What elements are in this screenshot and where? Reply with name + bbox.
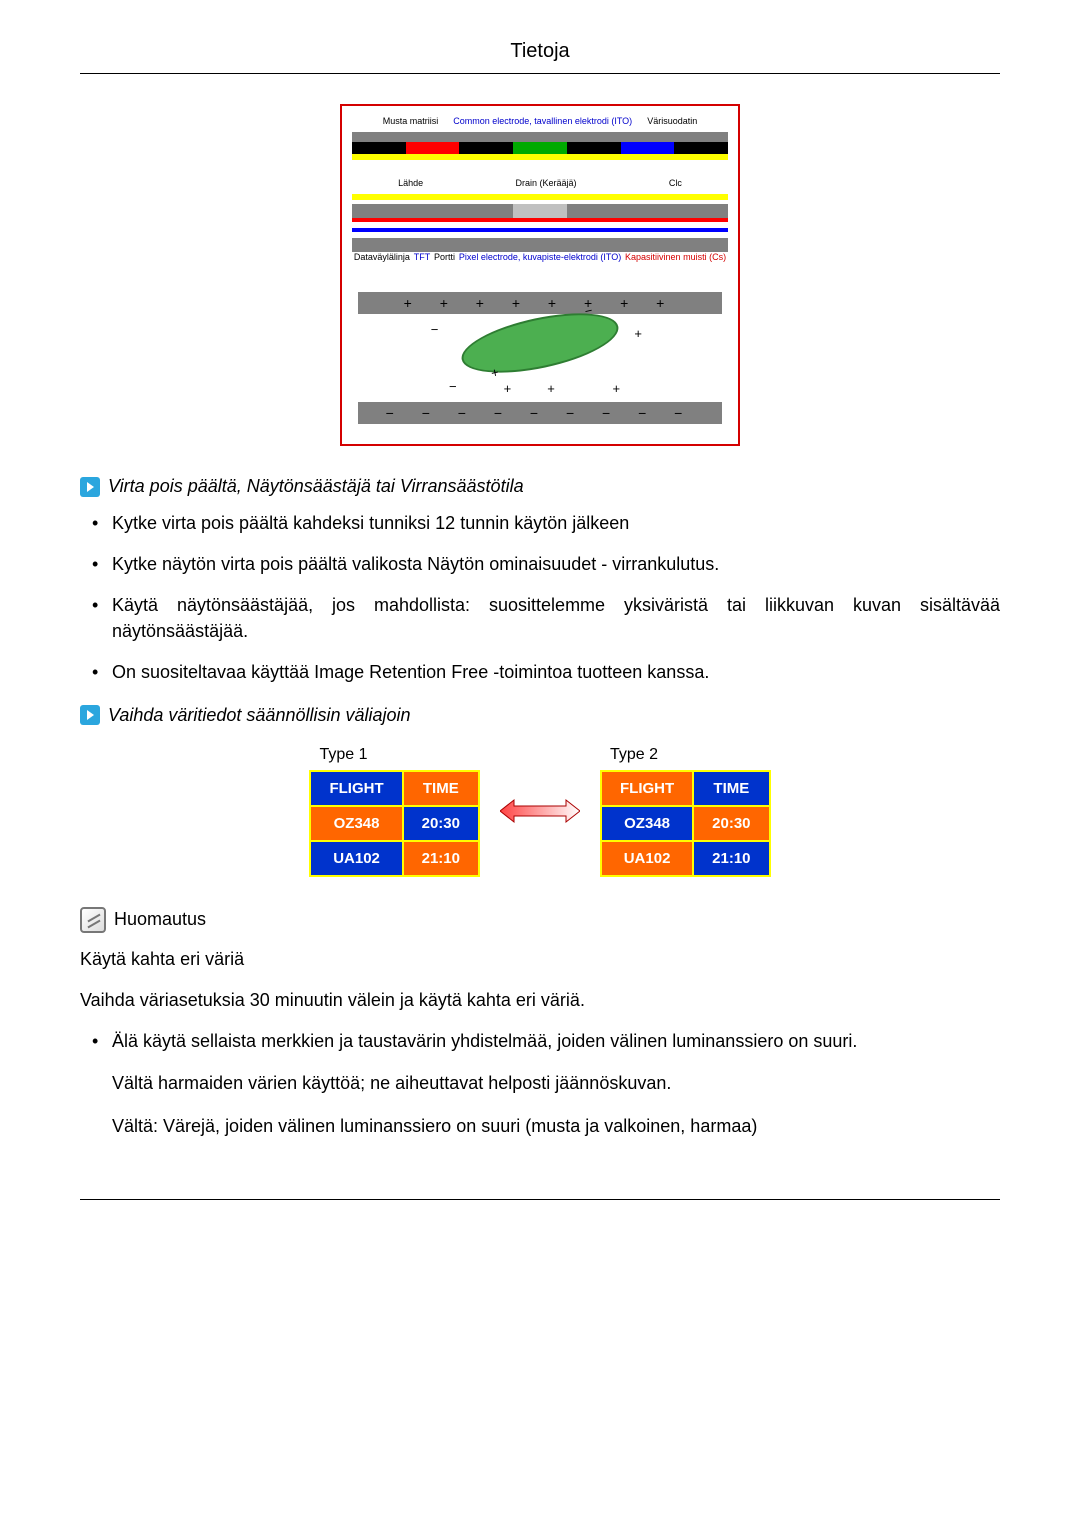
table-header: FLIGHT [310,771,402,806]
arrow-bullet-icon [80,705,100,725]
label-clc: Clc [669,178,682,188]
footer-rule [80,1199,1000,1200]
note-bullets: Älä käytä sellaista merkkien ja taustavä… [92,1029,1000,1054]
table-cell: 20:30 [693,806,769,841]
label-databus: Dataväylälinja [354,252,410,262]
note-para2: Vaihda väriasetuksia 30 minuutin välein … [80,988,1000,1013]
label-black-matrix: Musta matriisi [383,116,439,126]
section1-heading: Virta pois päältä, Näytönsäästäjä tai Vi… [80,476,1000,497]
lc-ellipse: − + [457,302,624,384]
list-item: On suositeltavaa käyttää Image Retention… [92,660,1000,685]
table-header: TIME [403,771,479,806]
arrow-bullet-icon [80,477,100,497]
note-heading: Huomautus [80,907,1000,933]
charge-top-bar: + + + + + + + + [358,292,722,314]
layer-stack-bottom [352,194,728,248]
table-header: TIME [693,771,769,806]
indented-paras: Vältä harmaiden värien käyttöä; ne aiheu… [112,1071,1000,1139]
table-header: FLIGHT [601,771,693,806]
type2-label: Type 2 [610,746,771,764]
table-cell: 21:10 [403,841,479,876]
type1-block: Type 1 FLIGHT TIME OZ348 20:30 UA102 21:… [309,746,480,877]
table-cell: UA102 [310,841,402,876]
list-item: Käytä näytönsäästäjää, jos mahdollista: … [92,593,1000,643]
note-para3: Vältä harmaiden värien käyttöä; ne aiheu… [112,1071,1000,1096]
type2-table: FLIGHT TIME OZ348 20:30 UA102 21:10 [600,770,771,877]
swap-arrow-icon [500,796,580,826]
list-item: Älä käytä sellaista merkkien ja taustavä… [92,1029,1000,1054]
label-pixel: Pixel electrode, kuvapiste-elektrodi (IT… [459,252,621,262]
type1-label: Type 1 [319,746,480,764]
table-cell: OZ348 [310,806,402,841]
table-cell: OZ348 [601,806,693,841]
layer-stack-top [352,132,728,174]
note-para1: Käytä kahta eri väriä [80,947,1000,972]
label-tft: TFT [414,252,431,262]
note-label: Huomautus [114,909,206,930]
label-cap: Kapasitiivinen muisti (Cs) [625,252,726,262]
label-gate: Portti [434,252,455,262]
note-icon [80,907,106,933]
charge-bottom-bar: − − − − − − − − − [358,402,722,424]
type2-block: Type 2 FLIGHT TIME OZ348 20:30 UA102 21:… [600,746,771,877]
type1-table: FLIGHT TIME OZ348 20:30 UA102 21:10 [309,770,480,877]
tft-diagram: Musta matriisi Common electrode, tavalli… [340,104,740,446]
list-item: Kytke näytön virta pois päältä valikosta… [92,552,1000,577]
diagram-container: Musta matriisi Common electrode, tavalli… [80,104,1000,446]
label-source: Lähde [398,178,423,188]
section1-title: Virta pois päältä, Näytönsäästäjä tai Vi… [108,476,524,497]
label-color-filter: Värisuodatin [647,116,697,126]
table-cell: 20:30 [403,806,479,841]
page-title: Tietoja [80,40,1000,74]
section2-title: Vaihda väritiedot säännöllisin väliajoin [108,705,411,726]
table-cell: 21:10 [693,841,769,876]
note-para4: Vältä: Värejä, joiden välinen luminanssi… [112,1114,1000,1139]
section2-heading: Vaihda väritiedot säännöllisin väliajoin [80,705,1000,726]
list-item: Kytke virta pois päältä kahdeksi tunniks… [92,511,1000,536]
label-drain: Drain (Kerääjä) [516,178,577,188]
tables-container: Type 1 FLIGHT TIME OZ348 20:30 UA102 21:… [80,746,1000,877]
charge-diagram: + + + + + + + + − − + − + − + + + − − − … [342,272,738,444]
label-common-electrode: Common electrode, tavallinen elektrodi (… [453,116,632,126]
section1-bullets: Kytke virta pois päältä kahdeksi tunniks… [92,511,1000,685]
table-cell: UA102 [601,841,693,876]
